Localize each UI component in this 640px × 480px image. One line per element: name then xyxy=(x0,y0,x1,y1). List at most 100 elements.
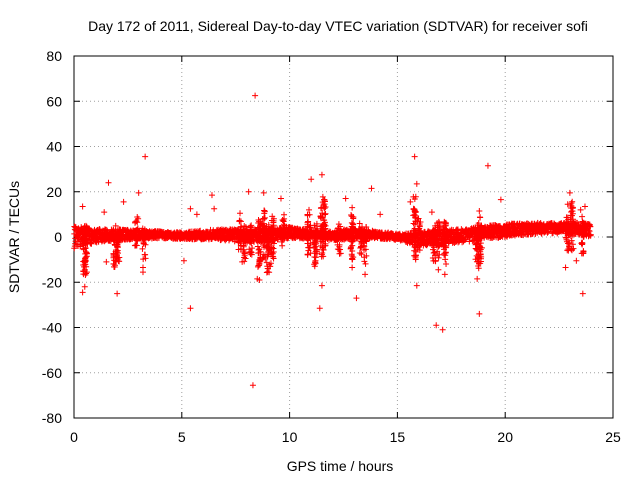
data-point xyxy=(319,250,326,257)
y-tick-label: -60 xyxy=(42,365,62,381)
data-point xyxy=(132,233,139,240)
outlier-point xyxy=(252,92,259,99)
outlier-point xyxy=(208,192,215,199)
x-tick-label: 10 xyxy=(282,429,298,445)
data-points xyxy=(71,92,594,389)
y-axis-title: SDTVAR / TECUs xyxy=(6,181,22,293)
outlier-point xyxy=(306,206,313,213)
outlier-point xyxy=(187,205,194,212)
outlier-point xyxy=(120,198,127,205)
y-tick-label: -40 xyxy=(42,320,62,336)
outlier-point xyxy=(484,162,491,169)
y-tick-label: 0 xyxy=(54,229,62,245)
data-point xyxy=(81,239,88,246)
data-point xyxy=(587,223,594,230)
data-point xyxy=(139,225,146,232)
data-point xyxy=(466,238,473,245)
outlier-point xyxy=(81,283,88,290)
data-point xyxy=(435,254,442,261)
outlier-point xyxy=(362,271,369,278)
outlier-point xyxy=(277,195,284,202)
outlier-point xyxy=(193,211,200,218)
data-point xyxy=(112,222,119,229)
y-tick-label: 20 xyxy=(46,184,62,200)
data-point xyxy=(114,234,121,241)
outlier-point xyxy=(349,204,356,211)
data-point xyxy=(83,249,90,256)
outlier-point xyxy=(260,189,267,196)
y-tick-label: 80 xyxy=(46,48,62,64)
data-point xyxy=(84,241,91,248)
data-point xyxy=(443,260,450,267)
data-point xyxy=(131,242,138,249)
outlier-point xyxy=(316,305,323,312)
x-tick-label: 15 xyxy=(390,429,406,445)
data-point xyxy=(579,213,586,220)
outlier-point xyxy=(413,282,420,289)
data-point xyxy=(114,250,121,257)
data-point xyxy=(83,230,90,237)
outlier-point xyxy=(342,195,349,202)
data-point xyxy=(83,235,90,242)
outlier-point xyxy=(237,210,244,217)
x-tick-label: 0 xyxy=(70,429,78,445)
y-tick-label: -80 xyxy=(42,410,62,426)
data-point xyxy=(579,240,586,247)
data-point xyxy=(279,217,286,224)
y-tick-label: -20 xyxy=(42,274,62,290)
outlier-point xyxy=(142,153,149,160)
data-point xyxy=(242,255,249,262)
data-point xyxy=(264,268,271,275)
y-tick-label: 40 xyxy=(46,139,62,155)
outlier-point xyxy=(318,171,325,178)
x-tick-label: 25 xyxy=(605,429,621,445)
y-tick-labels: -80 -60 -40 -20 0 20 40 60 80 xyxy=(42,48,62,426)
outlier-point xyxy=(135,189,142,196)
data-point xyxy=(82,226,89,233)
data-point xyxy=(132,228,139,235)
outlier-point xyxy=(476,207,483,214)
data-point xyxy=(568,200,575,207)
data-point xyxy=(114,244,121,251)
data-point xyxy=(139,245,146,252)
data-point xyxy=(249,245,256,252)
data-point xyxy=(133,237,140,244)
data-point xyxy=(82,222,89,229)
outlier-point xyxy=(114,290,121,297)
outlier-point xyxy=(435,266,442,273)
outlier-point xyxy=(105,179,112,186)
data-point xyxy=(83,223,90,230)
data-point xyxy=(132,218,139,225)
data-point xyxy=(236,217,243,224)
outlier-point xyxy=(441,271,448,278)
outlier-point xyxy=(579,290,586,297)
data-point xyxy=(80,246,87,253)
data-point xyxy=(545,228,552,235)
x-axis-title: GPS time / hours xyxy=(287,458,394,474)
data-point xyxy=(587,232,594,239)
outlier-point xyxy=(103,258,110,265)
data-point xyxy=(348,252,355,259)
outlier-point xyxy=(476,310,483,317)
outlier-point xyxy=(562,264,569,271)
data-point xyxy=(113,255,120,262)
x-tick-label: 5 xyxy=(178,429,186,445)
outlier-point xyxy=(79,289,86,296)
data-point xyxy=(81,257,88,264)
outlier-point xyxy=(101,209,108,216)
outlier-point xyxy=(180,257,187,264)
outlier-point xyxy=(407,198,414,205)
data-point xyxy=(304,251,311,258)
data-point xyxy=(261,207,268,214)
data-point xyxy=(477,214,484,221)
data-point xyxy=(110,231,117,238)
x-tick-label: 20 xyxy=(497,429,513,445)
outlier-point xyxy=(497,196,504,203)
outlier-point xyxy=(411,153,418,160)
data-point xyxy=(83,263,90,270)
data-point xyxy=(462,236,469,243)
outlier-point xyxy=(577,206,584,213)
outlier-point xyxy=(308,176,315,183)
outlier-point xyxy=(187,305,194,312)
